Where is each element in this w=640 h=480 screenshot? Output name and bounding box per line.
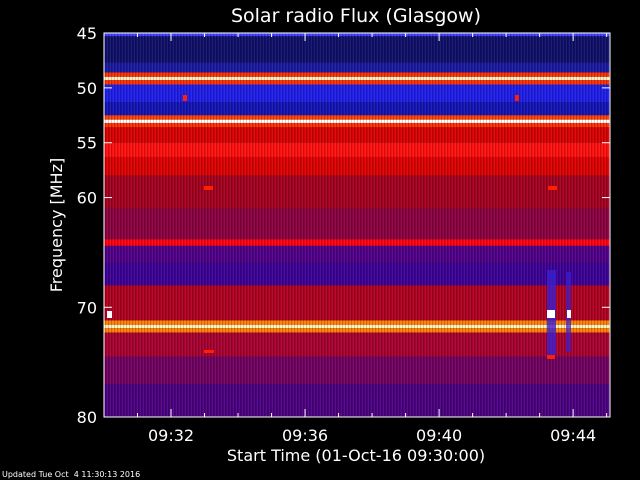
y-tick-label: 70 xyxy=(77,298,97,317)
x-axis-label: Start Time (01-Oct-16 09:30:00) xyxy=(227,446,485,465)
burst-marker xyxy=(515,95,519,101)
burst-marker xyxy=(567,310,571,318)
x-axis: 09:32 09:36 09:40 09:44 xyxy=(103,33,608,445)
y-axis: 45 50 55 60 70 80 xyxy=(77,24,610,427)
x-tick-label: 09:40 xyxy=(416,426,462,445)
burst-marker xyxy=(547,310,555,318)
plot-area xyxy=(104,33,610,417)
burst-marker xyxy=(107,311,112,318)
burst-marker xyxy=(548,186,557,190)
y-tick-label: 45 xyxy=(77,24,97,43)
time-texture xyxy=(104,33,610,417)
burst-marker xyxy=(547,355,555,359)
updated-timestamp: Updated Tue Oct 4 11:30:13 2016 xyxy=(2,470,140,479)
y-tick-label: 50 xyxy=(77,79,97,98)
plot-border xyxy=(103,32,611,418)
burst-markers xyxy=(107,95,571,359)
burst-marker xyxy=(204,350,214,353)
chart-title: Solar radio Flux (Glasgow) xyxy=(231,5,481,27)
burst-marker xyxy=(204,186,213,190)
y-tick-label: 60 xyxy=(77,189,97,208)
y-tick-label: 80 xyxy=(77,408,97,427)
x-tick-label: 09:32 xyxy=(148,426,194,445)
burst-marker xyxy=(183,95,187,101)
y-tick-label: 55 xyxy=(77,134,97,153)
x-tick-label: 09:44 xyxy=(550,426,596,445)
y-axis-label: Frequency [MHz] xyxy=(47,158,66,292)
plot-frame xyxy=(103,32,611,418)
x-tick-label: 09:36 xyxy=(282,426,328,445)
